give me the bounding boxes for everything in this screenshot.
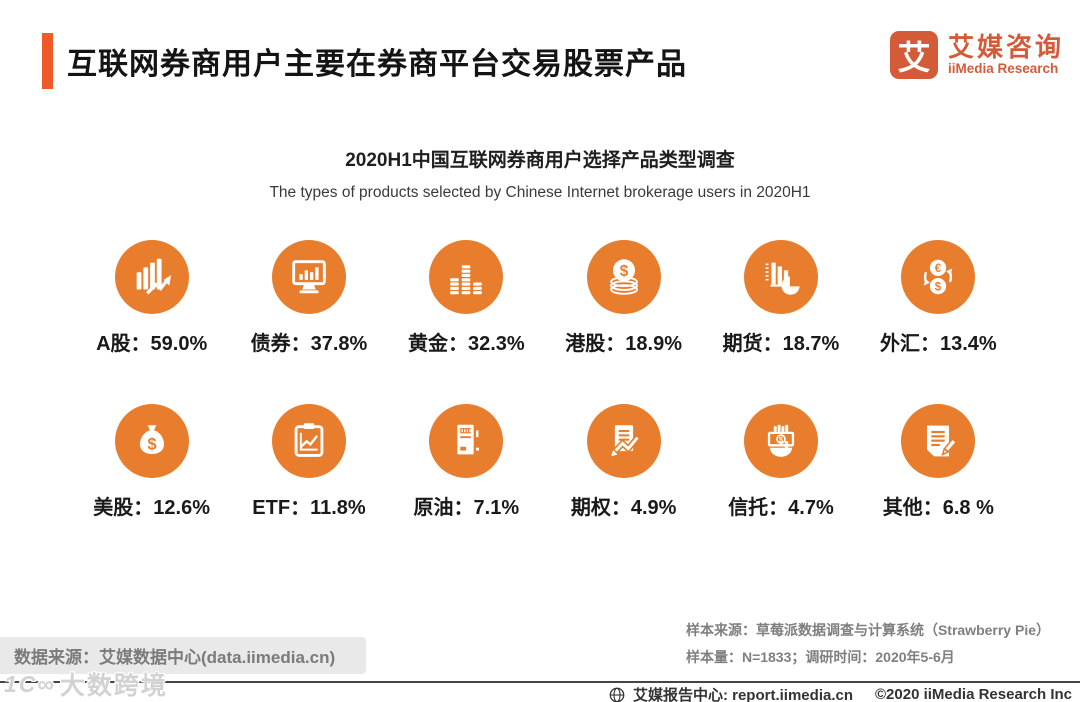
product-item: ETF：11.8% bbox=[230, 404, 387, 520]
product-label: 黄金：32.3% bbox=[407, 333, 525, 355]
product-label: 信托：4.7% bbox=[728, 497, 834, 519]
product-label: 原油：7.1% bbox=[413, 497, 520, 519]
footer: 艾媒报告中心: report.iimedia.cn ©2020 iiMedia … bbox=[602, 684, 1072, 702]
product-label: 期权：4.9% bbox=[570, 497, 677, 519]
product-item: 期货：18.7% bbox=[702, 240, 859, 356]
watermark-logo-icon: 1C∞ bbox=[4, 670, 56, 697]
title-accent-bar bbox=[42, 33, 53, 89]
monitor-chart-icon bbox=[271, 240, 346, 314]
money-bag-icon: $ bbox=[114, 404, 189, 478]
coin-stack-icon: $ bbox=[586, 240, 661, 314]
product-item: € $ 外汇：13.4% bbox=[860, 240, 1017, 356]
product-item: 期权：4.9% bbox=[545, 404, 702, 520]
sample-size-text: 样本量：N=1833；调研时间：2020年5-6月 bbox=[685, 649, 955, 665]
product-label: 外汇：13.4% bbox=[879, 333, 997, 355]
sample-info: 样本来源：草莓派数据调查与计算系统（Strawberry Pie） 样本量：N=… bbox=[686, 617, 1050, 671]
product-item: $ 信托：4.7% bbox=[702, 404, 859, 520]
logo-text: 艾媒咨询 iiMedia Research bbox=[948, 33, 1064, 76]
product-label: 期货：18.7% bbox=[722, 333, 840, 355]
svg-text:$: $ bbox=[147, 436, 156, 454]
product-label: A股：59.0% bbox=[96, 333, 208, 355]
chart-pie-icon bbox=[743, 240, 818, 314]
svg-text:$: $ bbox=[779, 435, 784, 444]
product-item: 债券：37.8% bbox=[230, 240, 387, 356]
clipboard-chart-icon bbox=[271, 404, 346, 478]
logo-glyph: 艾 bbox=[897, 39, 931, 76]
report-center-link[interactable]: 艾媒报告中心: report.iimedia.cn bbox=[632, 687, 853, 702]
data-source-text: 数据来源：艾媒数据中心(data.iimedia.cn) bbox=[14, 648, 336, 667]
note-pencil-icon bbox=[901, 404, 976, 478]
iimedia-logo-icon: 艾 bbox=[889, 31, 938, 79]
product-label: 其他：6.8 % bbox=[882, 497, 994, 519]
stock-trend-icon bbox=[114, 240, 189, 314]
logo-name-cn: 艾媒咨询 bbox=[947, 32, 1064, 63]
currency-exchange-icon: € $ bbox=[901, 240, 976, 314]
product-item: $ 港股：18.9% bbox=[545, 240, 702, 356]
oil-machine-icon bbox=[429, 404, 504, 478]
sample-source-text: 样本来源：草莓派数据调查与计算系统（Strawberry Pie） bbox=[685, 622, 1050, 638]
chart-subtitle: The types of products selected by Chines… bbox=[269, 184, 811, 201]
product-label: 债券：37.8% bbox=[250, 333, 368, 355]
svg-text:€: € bbox=[935, 263, 942, 275]
logo-name-en: iiMedia Research bbox=[947, 60, 1059, 76]
data-source-strip: 数据来源：艾媒数据中心(data.iimedia.cn) bbox=[0, 637, 366, 674]
svg-text:$: $ bbox=[935, 281, 942, 293]
header: 互联网券商用户主要在券商平台交易股票产品 bbox=[42, 33, 687, 89]
product-item: 其他：6.8 % bbox=[860, 404, 1017, 520]
product-item: 黄金：32.3% bbox=[388, 240, 545, 356]
copyright-text: ©2020 iiMedia Research Inc bbox=[875, 686, 1072, 702]
product-item: 原油：7.1% bbox=[388, 404, 545, 520]
product-label: 港股：18.9% bbox=[565, 333, 683, 355]
globe-icon bbox=[609, 687, 625, 702]
product-label: ETF：11.8% bbox=[252, 497, 366, 519]
svg-text:$: $ bbox=[619, 263, 628, 280]
gold-bars-icon bbox=[429, 240, 504, 314]
product-grid: A股：59.0% 债券：37.8% 黄金：32.3% $ 港股：18.9% 期货… bbox=[73, 240, 1017, 520]
chart-title: 2020H1中国互联网券商用户选择产品类型调查 bbox=[345, 150, 735, 171]
hand-money-icon: $ bbox=[743, 404, 818, 478]
product-label: 美股：12.6% bbox=[93, 497, 211, 519]
page-title: 互联网券商用户主要在券商平台交易股票产品 bbox=[67, 48, 687, 81]
footer-divider bbox=[0, 681, 1080, 683]
document-trend-icon bbox=[586, 404, 661, 478]
product-item: A股：59.0% bbox=[73, 240, 230, 356]
product-item: $ 美股：12.6% bbox=[73, 404, 230, 520]
logo: 艾 艾媒咨询 iiMedia Research bbox=[889, 31, 1064, 79]
